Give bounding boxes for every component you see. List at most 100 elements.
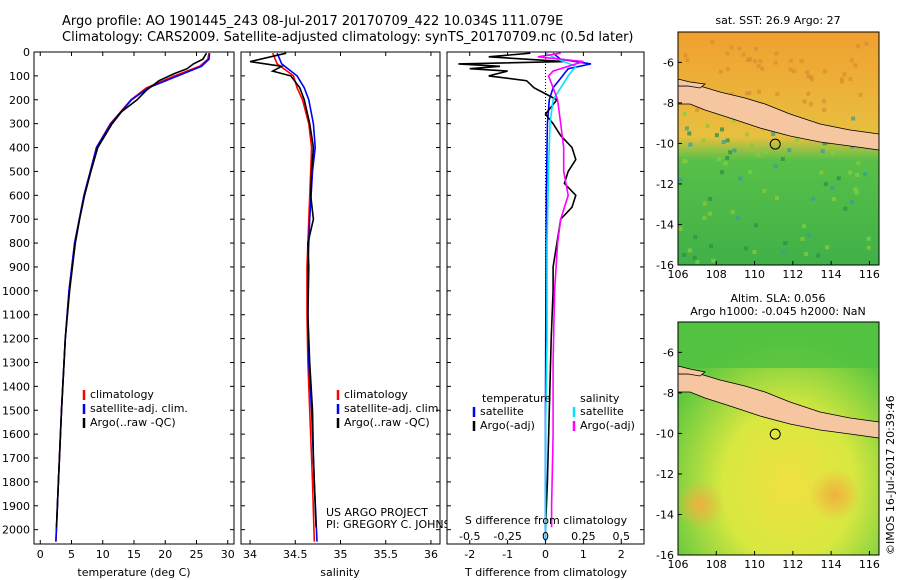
depth-tick-label: 500 (9, 165, 30, 178)
sst-pixel (825, 245, 829, 250)
sst-pixel (839, 79, 844, 84)
sst-pixel (866, 236, 871, 241)
depth-tick-label: 1100 (2, 309, 30, 322)
sst-pixel (682, 111, 687, 116)
depth-tick-label: 200 (9, 94, 30, 107)
sst-pixel (693, 235, 698, 240)
sst-pixel (684, 126, 689, 131)
sst-pixel (836, 176, 841, 181)
sst-pixel (708, 197, 713, 201)
x-tick-label: 36 (424, 548, 438, 561)
sst-pixel (856, 44, 861, 49)
depth-tick-label: 1500 (2, 404, 30, 417)
sst-pixel (805, 70, 810, 75)
s-tick-label: 0.5 (613, 530, 631, 543)
depth-tick-label: 400 (9, 142, 30, 155)
legend-label: Argo(..raw -QC) (90, 416, 176, 429)
sst-speckle (678, 40, 871, 264)
x-tick-label: 10 (96, 548, 110, 561)
temperature-axes-frame (33, 51, 235, 545)
sst-pixel (705, 123, 710, 128)
sst-pixel (822, 69, 827, 74)
x-tick-label: 5 (68, 548, 75, 561)
x-tick-label: 35 (334, 548, 348, 561)
argo-location-marker-2 (769, 428, 781, 440)
sst-pixel (762, 188, 767, 193)
sst-pixel (758, 59, 763, 64)
sst-pixel (840, 77, 844, 82)
sst-pixel (780, 157, 785, 161)
pi-annotation: PI: GREGORY C. JOHNSON (326, 518, 467, 531)
s-tick-label: -0.5 (459, 530, 480, 543)
s-difference-label: S difference from climatology (465, 514, 628, 527)
salinity-panel: 34 34.5 35 35.5 36 salinity climatologysatel… (240, 51, 467, 579)
sst-pixel (855, 173, 859, 177)
sst-pixel (848, 77, 853, 82)
sst-pixel (746, 58, 751, 63)
sst-pixel (819, 170, 824, 175)
lon-tick-label: 108 (706, 558, 727, 571)
sst-pixel (678, 148, 682, 153)
x-tick-label: 0 (37, 548, 44, 561)
depth-tick-label: 1800 (2, 476, 30, 489)
lat-tick-label: -8 (663, 387, 674, 400)
sst-pixel (709, 244, 714, 249)
sst-pixel (760, 66, 765, 71)
sst-pixel (810, 197, 815, 201)
sst-pixel (688, 142, 693, 147)
sst-pixel (752, 250, 757, 254)
sst-pixel (806, 91, 811, 96)
sst-pixel (748, 170, 753, 174)
lat-tick-label: -12 (656, 468, 674, 481)
depth-tick-label: 900 (9, 261, 30, 274)
sst-pixel (809, 102, 813, 107)
x-tick-label: 35.5 (373, 548, 398, 561)
sst-pixel (683, 159, 688, 164)
sst-pixel (773, 60, 778, 65)
sst-pixel (678, 177, 683, 182)
lon-tick-label: 110 (744, 558, 765, 571)
sst-pixel (806, 233, 811, 237)
sst-pixel (687, 248, 692, 253)
sst-pixel (754, 47, 759, 52)
legend-title-salinity: salinity (580, 392, 620, 405)
sst-pixel (725, 51, 730, 56)
legend-label: climatology (90, 388, 154, 401)
sst-pixel (830, 186, 835, 190)
lat-tick-label: -8 (663, 97, 674, 110)
lon-tick-label: 106 (668, 268, 689, 281)
sst-pixel (687, 131, 692, 136)
lon-tick-label: 114 (821, 558, 842, 571)
sst-pixel (851, 116, 856, 121)
figure-title-line1: Argo profile: AO 1901445_243 08-Jul-2017… (62, 14, 564, 29)
sst-pixel (858, 93, 863, 97)
sst-pixel (800, 236, 805, 241)
sst-pixel (725, 138, 730, 143)
lon-tick-label: 116 (859, 558, 880, 571)
sst-pixel (752, 59, 757, 64)
lat-tick-label: -10 (656, 137, 674, 150)
sst-pixel (853, 63, 858, 68)
x-tick-label: 0 (542, 548, 549, 561)
sst-pixel (756, 153, 761, 158)
salinity-xlabel: salinity (320, 566, 360, 579)
lon-tick-label: 112 (782, 268, 803, 281)
sst-pixel (795, 137, 800, 142)
sst-pixel (866, 245, 871, 250)
sst-pixel (728, 150, 733, 155)
sst-pixel (853, 187, 858, 191)
x-tick-label: 2 (618, 548, 625, 561)
sst-pixel (730, 210, 735, 215)
sst-pixel (774, 51, 779, 56)
imos-timestamp: ©IMOS 16-Jul-2017 20:39:46 (884, 395, 897, 555)
lon-tick-label: 116 (859, 268, 880, 281)
x-tick-label: 30 (221, 548, 235, 561)
sst-pixel (714, 133, 719, 138)
sst-pixel (810, 77, 814, 82)
lon-tick-label: 110 (744, 268, 765, 281)
sst-pixel (787, 148, 792, 153)
figure-title-line2: Climatology: CARS2009. Satellite-adjuste… (62, 30, 634, 45)
sst-pixel (842, 72, 847, 77)
sst-pixel (720, 127, 724, 132)
sst-pixel (773, 164, 778, 169)
